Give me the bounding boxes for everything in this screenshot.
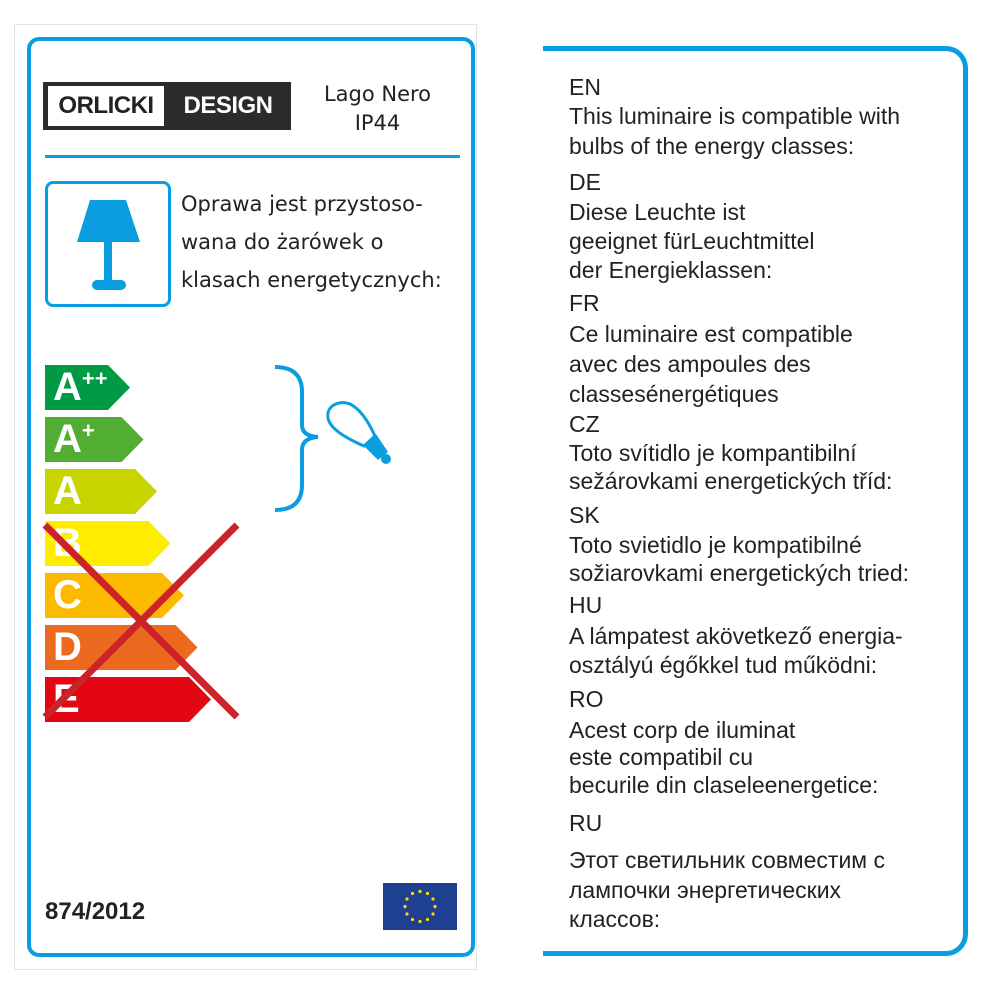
language-text-line: Toto svietidlo je kompatibilné [569, 532, 862, 558]
language-code: EN [569, 74, 601, 100]
energy-class-label: A [53, 469, 82, 513]
language-text-line: классов: [569, 906, 661, 932]
energy-class-label: C [53, 573, 82, 617]
cross-mark-icon [42, 522, 240, 720]
language-text-line: Ce luminaire est compatible [569, 321, 853, 347]
language-code: SK [569, 502, 600, 528]
product-name: Lago Nero [323, 82, 432, 106]
energy-class-a: A [45, 469, 157, 514]
energy-class-label: A [53, 417, 82, 461]
language-text-line: der Energieklassen: [569, 257, 773, 283]
lamp-icon [77, 200, 140, 290]
left-panel [27, 37, 475, 957]
bulb-icon [326, 401, 391, 464]
energy-class-sup: + [81, 418, 95, 443]
energy-class-text: A ++ [53, 365, 108, 410]
brand-logo-right: DESIGN [183, 92, 273, 119]
polish-line: wana do żarówek o [181, 230, 384, 254]
language-text-line: Acest corp de iluminat [569, 717, 796, 743]
language-code: RO [569, 686, 604, 712]
language-text-line: classesénergétiques [569, 381, 779, 407]
language-text-line: osztályú égőkkel tud működni: [569, 652, 878, 678]
energy-class-aplus: A + [45, 417, 144, 462]
language-text-line: Toto svítidlo je kompantibilní [569, 440, 857, 466]
energy-class-text: D [53, 625, 82, 670]
language-text-line: лампочки энергетических [569, 877, 842, 903]
language-code: FR [569, 290, 600, 316]
language-code: HU [569, 592, 603, 618]
polish-line: Oprawa jest przystoso- [181, 192, 423, 216]
language-text-line: A lámpatest akövetkező energia- [569, 623, 903, 649]
lamp-icon-box [45, 181, 171, 307]
right-panel [543, 46, 968, 956]
language-text-line: sožiarovkami energetických tried: [569, 560, 910, 586]
language-text-line: This luminaire is compatible with [569, 103, 901, 129]
language-code: CZ [569, 411, 600, 437]
regulation-number: 874/2012 [45, 898, 146, 925]
product-rating: IP44 [354, 111, 401, 135]
language-text-line: becurile din claseleenergetice: [569, 772, 879, 798]
energy-class-label: D [53, 625, 82, 669]
language-code: DE [569, 169, 601, 195]
energy-class-label: A [53, 365, 82, 409]
brand-logo-left: ORLICKI [48, 86, 164, 126]
language-text-line: avec des ampoules des [569, 351, 811, 377]
product-info: Lago Nero IP44 [300, 80, 455, 138]
brand-logo: ORLICKI DESIGN [43, 82, 291, 130]
label-frame [14, 24, 477, 970]
language-text-line: geeignet fürLeuchtmittel [569, 228, 815, 254]
eu-flag-icon [383, 883, 457, 930]
language-text-line: Этот светильник совместим с [569, 847, 885, 873]
language-text-line: bulbs of the energy classes: [569, 133, 855, 159]
polish-line: klasach energetycznych: [181, 268, 442, 292]
energy-class-text: C [53, 573, 82, 618]
energy-class-text: A + [53, 417, 95, 462]
language-text-line: sežárovkami energetických tříd: [569, 468, 893, 494]
language-code: RU [569, 810, 603, 836]
divider [45, 155, 460, 158]
language-text-line: este compatibil cu [569, 744, 754, 770]
brace-icon [274, 365, 319, 512]
energy-class-sup: ++ [81, 366, 108, 391]
language-text-line: Diese Leuchte ist [569, 199, 746, 225]
energy-class-text: A [53, 469, 82, 514]
